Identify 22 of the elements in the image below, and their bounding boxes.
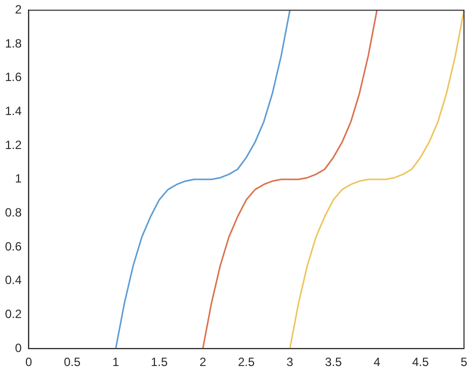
x-tick-label: 5 xyxy=(460,355,468,370)
y-tick-label: 0 xyxy=(14,340,22,355)
x-tick-label: 0.5 xyxy=(64,355,81,370)
y-tick-label: 1.6 xyxy=(4,70,22,84)
x-tick-label: 1 xyxy=(112,355,120,370)
y-tick-label: 0.2 xyxy=(4,307,22,322)
x-tick-label: 1.5 xyxy=(150,355,168,370)
x-tick-label: 0 xyxy=(25,355,32,370)
x-tick-label: 4.5 xyxy=(412,355,430,370)
y-tick-label: 0.4 xyxy=(4,273,22,288)
x-tick-label: 2 xyxy=(199,355,206,370)
y-tick-label: 1.8 xyxy=(4,36,22,50)
y-tick-label: 0.8 xyxy=(4,206,22,220)
x-tick-label: 4 xyxy=(374,355,381,370)
y-tick-label: 1 xyxy=(14,172,22,186)
y-tick-label: 1.2 xyxy=(4,138,22,152)
y-tick-label: 1.4 xyxy=(4,104,22,118)
x-tick-label: 3 xyxy=(286,355,294,370)
y-tick-label: 0.6 xyxy=(4,239,22,254)
x-tick-label: 2.5 xyxy=(238,355,256,370)
y-tick-label: 2 xyxy=(14,2,22,17)
x-tick-label: 3.5 xyxy=(325,355,342,370)
